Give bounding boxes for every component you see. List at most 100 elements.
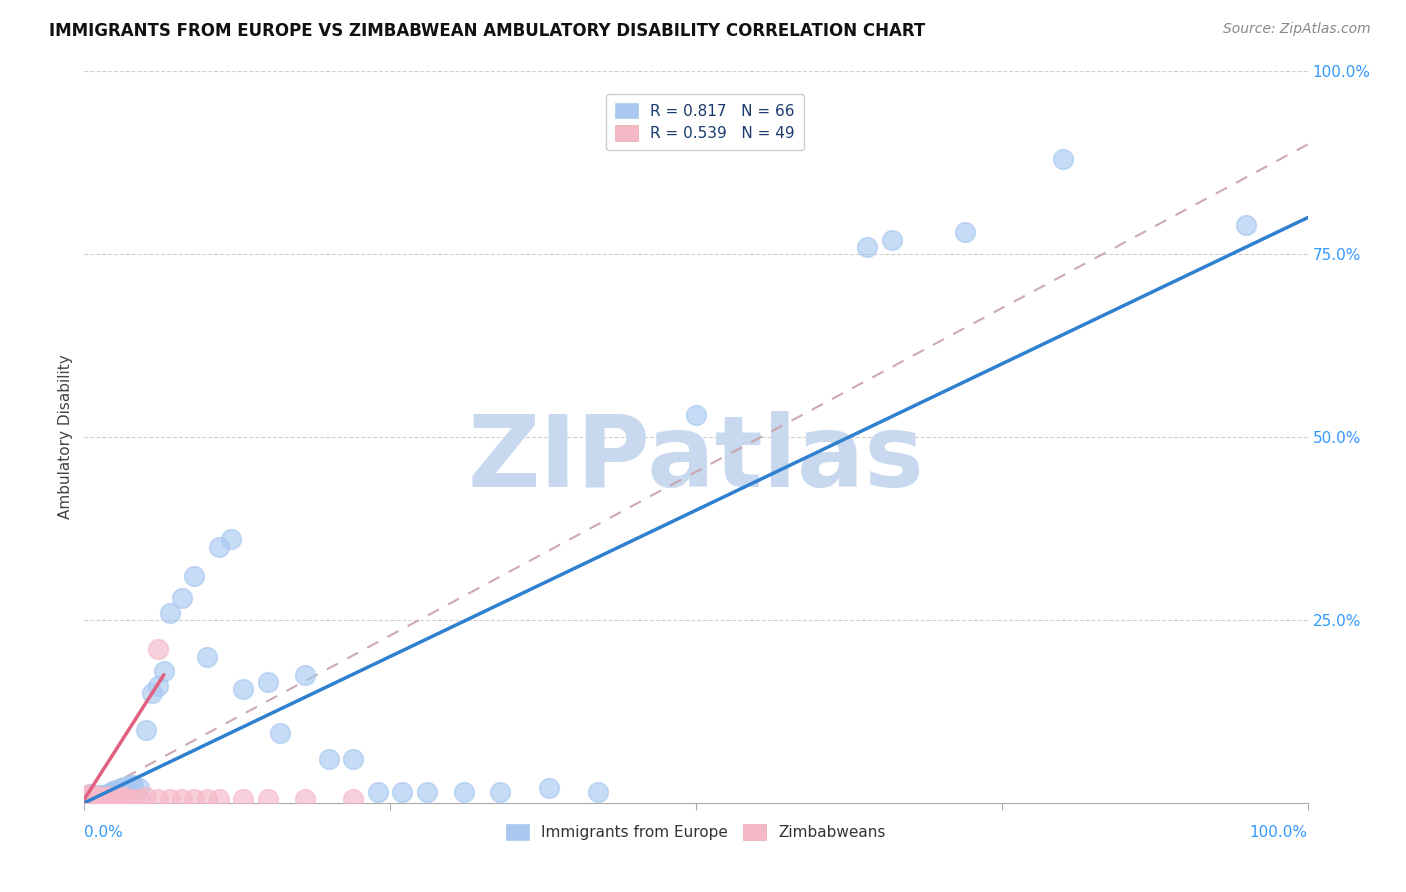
Point [97, 787, 120, 801]
Point [183, 792, 205, 806]
Point [80, 789, 103, 803]
Point [77, 792, 100, 806]
Point [120, 778, 142, 792]
Point [453, 785, 475, 799]
Text: 0.0%: 0.0% [84, 825, 124, 839]
Point [84, 792, 107, 806]
Point [77, 792, 100, 806]
Point [87, 792, 110, 806]
Point [79, 787, 101, 801]
Point [122, 778, 145, 792]
Point [112, 780, 135, 794]
Point [159, 792, 181, 806]
Point [79, 792, 101, 806]
Point [172, 792, 194, 806]
Point [107, 785, 129, 799]
Point [93, 792, 115, 806]
Point [318, 752, 340, 766]
Point [90, 792, 112, 806]
Point [195, 649, 218, 664]
Point [96, 789, 118, 803]
Point [86, 792, 108, 806]
Point [77, 792, 100, 806]
Point [84, 789, 107, 804]
Point [77, 789, 100, 803]
Point [342, 792, 364, 806]
Point [367, 785, 389, 799]
Point [110, 792, 132, 806]
Point [416, 785, 439, 799]
Point [90, 792, 112, 806]
Point [128, 781, 150, 796]
Point [76, 792, 98, 806]
Y-axis label: Ambulatory Disability: Ambulatory Disability [58, 355, 73, 519]
Point [82, 792, 104, 806]
Point [146, 642, 169, 657]
Point [87, 792, 110, 806]
Point [96, 792, 118, 806]
Point [112, 789, 135, 804]
Point [1052, 152, 1074, 166]
Point [141, 686, 163, 700]
Point [294, 667, 316, 681]
Point [77, 789, 100, 804]
Point [75, 792, 97, 806]
Legend: Immigrants from Europe, Zimbabweans: Immigrants from Europe, Zimbabweans [501, 818, 891, 847]
Point [100, 785, 122, 799]
Point [294, 792, 316, 806]
Point [76, 792, 98, 806]
Text: 100.0%: 100.0% [1250, 825, 1308, 839]
Point [110, 781, 132, 796]
Point [93, 789, 115, 804]
Point [77, 789, 100, 804]
Point [89, 789, 111, 804]
Point [89, 789, 111, 804]
Point [91, 789, 114, 803]
Point [79, 792, 101, 806]
Point [489, 785, 512, 799]
Point [128, 792, 150, 806]
Point [94, 792, 117, 806]
Point [104, 792, 127, 806]
Point [208, 792, 231, 806]
Point [104, 782, 127, 797]
Point [269, 726, 291, 740]
Point [146, 679, 169, 693]
Point [342, 752, 364, 766]
Point [75, 789, 97, 804]
Point [159, 606, 181, 620]
Point [97, 789, 120, 804]
Point [232, 682, 254, 697]
Point [107, 789, 129, 804]
Point [82, 792, 104, 806]
Point [135, 723, 157, 737]
Point [122, 792, 145, 806]
Point [84, 792, 107, 806]
Point [257, 792, 280, 806]
Point [87, 789, 110, 804]
Point [953, 225, 976, 239]
Point [83, 792, 105, 806]
Point [76, 789, 98, 803]
Point [100, 789, 122, 804]
Point [685, 408, 707, 422]
Point [80, 789, 103, 803]
Point [94, 789, 117, 804]
Point [856, 240, 879, 254]
Point [183, 569, 205, 583]
Point [82, 789, 104, 804]
Point [880, 233, 903, 247]
Point [77, 789, 100, 803]
Point [586, 785, 609, 799]
Point [83, 789, 105, 803]
Point [83, 789, 105, 803]
Point [86, 789, 108, 804]
Point [77, 794, 100, 808]
Point [135, 789, 157, 804]
Point [83, 792, 105, 806]
Point [86, 789, 108, 803]
Point [195, 792, 218, 806]
Point [208, 540, 231, 554]
Point [115, 792, 138, 806]
Point [82, 789, 104, 804]
